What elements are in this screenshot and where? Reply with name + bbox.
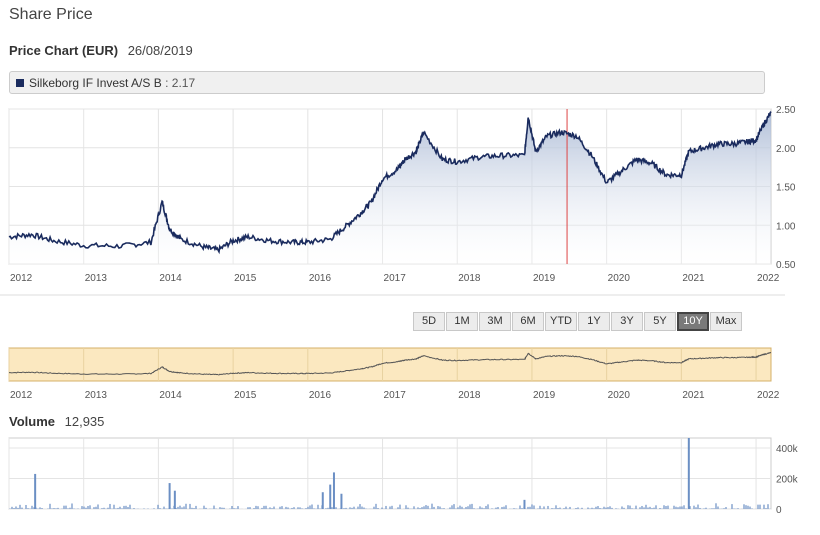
x-tick-label: 2017 <box>384 273 407 284</box>
volume-header: Volume 12,935 <box>9 414 104 429</box>
navigator-tick-label: 2017 <box>384 390 407 401</box>
x-tick-label: 2019 <box>533 273 556 284</box>
volume-tick-label: 400k <box>776 444 799 455</box>
range-button-max[interactable]: Max <box>710 312 742 331</box>
navigator-tick-label: 2014 <box>159 390 182 401</box>
navigator-series-line <box>9 351 772 376</box>
y-tick-label: 1.00 <box>776 221 796 232</box>
navigator-background <box>8 347 772 382</box>
x-tick-label: 2016 <box>309 273 332 284</box>
legend-swatch <box>16 79 24 87</box>
x-tick-label: 2014 <box>159 273 182 284</box>
range-button-1y[interactable]: 1Y <box>578 312 610 331</box>
y-tick-label: 2.00 <box>776 144 796 155</box>
x-tick-label: 2022 <box>757 273 780 284</box>
y-tick-label: 1.50 <box>776 183 796 194</box>
volume-label: Volume <box>9 414 55 429</box>
price-area-fill <box>9 112 771 264</box>
navigator-tick-label: 2016 <box>309 390 332 401</box>
legend-separator: : <box>165 76 169 90</box>
y-tick-label: 0.50 <box>776 260 796 271</box>
range-button-ytd[interactable]: YTD <box>545 312 577 331</box>
price-series-line <box>8 111 772 255</box>
navigator-tick-label: 2022 <box>757 390 780 401</box>
x-tick-label: 2015 <box>234 273 257 284</box>
range-button-6m[interactable]: 6M <box>512 312 544 331</box>
x-tick-label: 2018 <box>458 273 481 284</box>
range-button-3y[interactable]: 3Y <box>611 312 643 331</box>
page-title: Share Price <box>9 6 93 23</box>
chart-header: Price Chart (EUR) 26/08/2019 <box>9 43 193 58</box>
range-button-5y[interactable]: 5Y <box>644 312 676 331</box>
range-button-3m[interactable]: 3M <box>479 312 511 331</box>
navigator-tick-label: 2018 <box>458 390 481 401</box>
navigator-tick-label: 2019 <box>533 390 556 401</box>
range-button-1m[interactable]: 1M <box>446 312 478 331</box>
chart-date: 26/08/2019 <box>127 43 193 58</box>
price-chart[interactable]: 2.50 2.00 1.50 1.00 0.50 2012 2013 2014 2015 2016… <box>0 0 820 300</box>
x-tick-label: 2021 <box>682 273 705 284</box>
x-tick-label: 2013 <box>85 273 108 284</box>
x-tick-label: 2012 <box>10 273 33 284</box>
x-tick-label: 2020 <box>608 273 631 284</box>
y-tick-label: 2.50 <box>776 105 796 116</box>
legend-value: 2.17 <box>171 76 196 90</box>
legend-bar: Silkeborg IF Invest A/S B : 2.17 <box>9 71 765 94</box>
legend-name: Silkeborg IF Invest A/S B <box>29 76 162 90</box>
navigator-tick-label: 2020 <box>608 390 631 401</box>
volume-tick-label: 200k <box>776 475 799 486</box>
volume-value: 12,935 <box>64 414 105 429</box>
volume-tick-label: 0 <box>776 505 782 516</box>
range-button-10y[interactable]: 10Y <box>677 312 709 331</box>
navigator-tick-label: 2012 <box>10 390 33 401</box>
volume-plot-area <box>8 437 772 510</box>
navigator-tick-label: 2015 <box>234 390 257 401</box>
navigator-tick-label: 2021 <box>682 390 705 401</box>
range-buttons: 5D 1M 3M 6M YTD 1Y 3Y 5Y 10Y Max <box>413 312 743 331</box>
navigator-tick-label: 2013 <box>85 390 108 401</box>
range-button-5d[interactable]: 5D <box>413 312 445 331</box>
chart-label: Price Chart (EUR) <box>9 43 119 58</box>
